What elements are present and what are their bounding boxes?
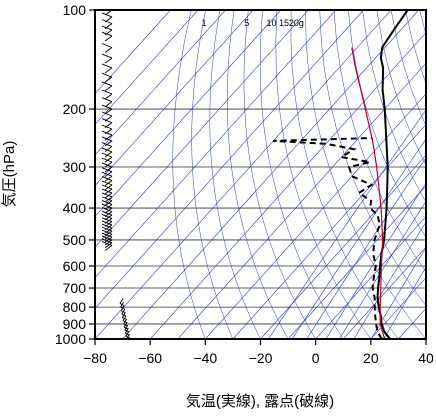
wind-barb	[102, 158, 112, 167]
wind-barb	[102, 43, 112, 52]
x-tick-label: 20	[363, 350, 379, 366]
dry-adiabat-line	[348, 10, 436, 339]
y-tick-label: 800	[63, 299, 87, 315]
mixing-ratio-line	[354, 10, 436, 339]
isotherm-line	[261, 10, 436, 339]
y-tick-label: 1000	[55, 331, 86, 347]
mixing-ratio-label: 15	[279, 18, 289, 28]
isotherm-line	[178, 10, 436, 339]
x-tick-label: 40	[418, 350, 434, 366]
dry-adiabat-line	[377, 10, 436, 339]
mixing-ratio-label: 20g	[289, 18, 304, 28]
isotherm-line	[67, 10, 363, 339]
parcel-line	[352, 48, 385, 340]
wind-barb	[102, 82, 112, 91]
mixing-ratio-label: 10	[267, 18, 277, 28]
y-tick-label: 700	[63, 280, 87, 296]
isotherm-line	[426, 10, 436, 339]
dry-adiabat-line	[420, 10, 436, 339]
isotherm-line	[0, 10, 281, 339]
dry-adiabat-line	[291, 10, 398, 339]
isotherm-line	[0, 10, 226, 339]
isotherm-line	[0, 10, 198, 339]
isotherm-line	[288, 10, 436, 339]
y-tick-label: 900	[63, 316, 87, 332]
temperature-line	[378, 10, 408, 339]
isotherm-line	[233, 10, 436, 339]
y-tick-label: 500	[63, 232, 87, 248]
mixing-ratio-line	[268, 10, 436, 339]
isotherm-line	[398, 10, 436, 339]
y-tick-label: 300	[63, 159, 87, 175]
mixing-ratio-label: 5	[244, 18, 249, 28]
y-tick-label: 600	[63, 258, 87, 274]
dry-adiabat-line	[405, 10, 436, 339]
dry-adiabat-line	[391, 10, 436, 339]
x-tick-label: 0	[312, 350, 320, 366]
wind-barb	[102, 73, 112, 82]
mixing-ratio-line	[384, 10, 436, 339]
mixing-ratio-label: 1	[201, 18, 206, 28]
y-tick-label: 200	[63, 101, 87, 117]
isotherm-line	[205, 10, 436, 339]
wind-barb	[102, 64, 112, 73]
isotherm-line	[123, 10, 419, 339]
x-tick-label: −80	[83, 350, 107, 366]
isotherm-line	[95, 10, 391, 339]
dewpoint-line	[273, 138, 382, 339]
dry-adiabat-line	[334, 10, 436, 339]
wind-barb	[102, 90, 112, 99]
x-tick-label: −40	[193, 350, 217, 366]
x-axis-title: 気温(実線), 露点(破線)	[186, 393, 334, 410]
wind-barbs	[102, 6, 131, 341]
y-tick-label: 100	[63, 2, 87, 18]
y-tick-label: 400	[63, 200, 87, 216]
dry-adiabat-line	[210, 10, 261, 339]
dry-adiabat-line	[173, 10, 206, 339]
x-axis-ticks: −80 −60 −40 −20 0 20 40	[83, 339, 434, 366]
dry-adiabat-line	[192, 10, 233, 339]
y-axis-title: 気圧(hPa)	[1, 141, 18, 208]
x-tick-label: −20	[249, 350, 273, 366]
isotherm-line	[12, 10, 308, 339]
wind-barb	[102, 153, 112, 162]
wind-barb	[102, 54, 112, 63]
x-tick-label: −60	[138, 350, 162, 366]
